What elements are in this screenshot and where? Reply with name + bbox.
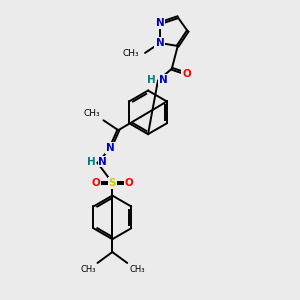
Text: CH₃: CH₃: [80, 265, 95, 274]
Text: O: O: [182, 69, 191, 79]
Text: N: N: [155, 18, 164, 28]
Text: N: N: [106, 143, 115, 153]
Text: CH₃: CH₃: [84, 109, 100, 118]
Text: S: S: [109, 178, 116, 188]
Text: CH₃: CH₃: [122, 50, 139, 58]
Text: O: O: [125, 178, 134, 188]
Text: N: N: [98, 157, 107, 167]
Text: N: N: [155, 38, 164, 48]
Text: CH₃: CH₃: [129, 265, 145, 274]
Text: H: H: [147, 75, 156, 85]
Text: N: N: [159, 75, 168, 85]
Text: O: O: [91, 178, 100, 188]
Text: H: H: [87, 157, 95, 167]
